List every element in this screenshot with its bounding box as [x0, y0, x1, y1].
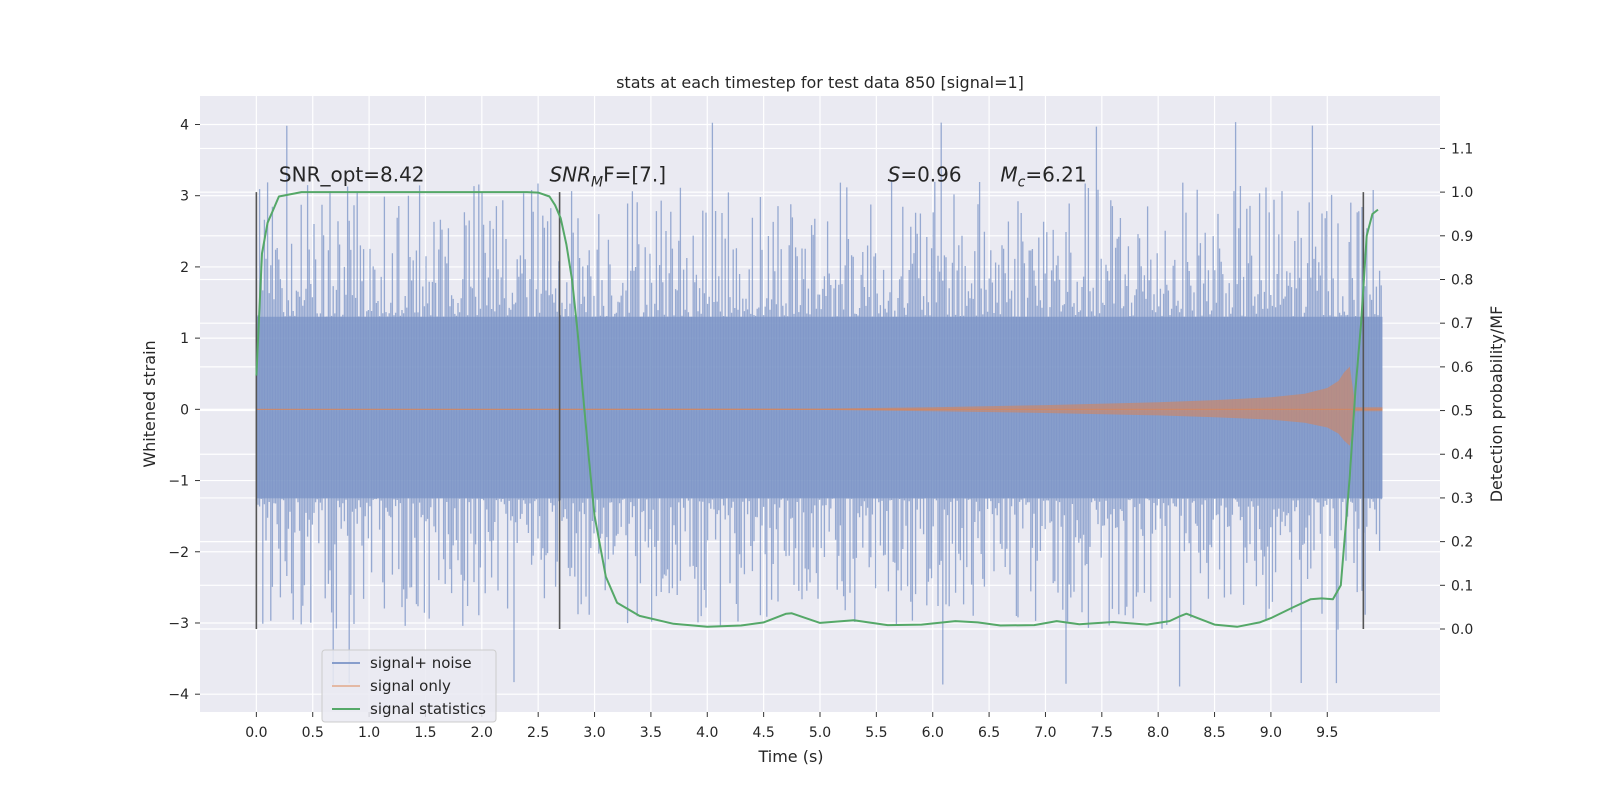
x-tick-label: 6.5	[978, 725, 1000, 741]
y-tick-label: 4	[180, 117, 189, 133]
annotation-3: Mc=6.21	[1000, 162, 1086, 190]
annotations: SNR_opt=8.42 SNRMF=[7.] S=0.96 Mc=6.21	[279, 162, 1087, 190]
y-tick-label: 1	[180, 331, 189, 347]
y-axis-label: Whitened strain	[140, 340, 159, 467]
x-tick-label: 7.0	[1034, 725, 1056, 741]
vertical-markers	[255, 192, 1365, 629]
y2-tick-label: 1.1	[1451, 141, 1473, 157]
annotation-2: S=0.96	[888, 162, 962, 186]
x-tick-label: 1.5	[414, 725, 436, 741]
x-tick-label: 3.5	[640, 725, 662, 741]
legend-label-stats: signal statistics	[370, 700, 486, 718]
y2-tick-label: 0.1	[1451, 578, 1473, 594]
y2-tick-label: 0.2	[1451, 535, 1473, 551]
y-axis-right: 1.1 1.0 0.9 0.8 0.7 0.6 0.5 0.4 0.3 0.2 0.1 0.0	[1440, 141, 1473, 638]
annotation-0: SNR_opt=8.42	[279, 162, 425, 186]
x-axis: 0.0 0.5 1.0 1.5 2.0 2.5 3.0 3.5 4.0 4.5 5.0 5.5 6.0 6…	[245, 712, 1338, 741]
y-tick-label: 0	[180, 402, 189, 418]
x-tick-label: 8.0	[1147, 725, 1169, 741]
x-axis-label: Time (s)	[757, 747, 823, 766]
y2-tick-label: 0.9	[1451, 229, 1473, 245]
x-tick-label: 1.0	[358, 725, 380, 741]
x-tick-label: 0.5	[302, 725, 324, 741]
x-tick-label: 2.5	[527, 725, 549, 741]
x-tick-label: 9.0	[1260, 725, 1282, 741]
y2-tick-label: 0.4	[1451, 447, 1473, 463]
x-tick-label: 9.5	[1316, 725, 1338, 741]
stats-series	[255, 191, 1379, 628]
chart-title: stats at each timestep for test data 850…	[616, 73, 1024, 92]
signal-series	[256, 366, 1383, 446]
x-tick-label: 7.5	[1091, 725, 1113, 741]
x-tick-label: 2.0	[471, 725, 493, 741]
signal-envelope	[256, 366, 1383, 446]
y2-tick-label: 0.0	[1451, 622, 1473, 638]
y2-tick-label: 0.8	[1451, 272, 1473, 288]
y2-tick-label: 0.5	[1451, 404, 1473, 420]
stats-line	[255, 191, 1379, 628]
y2-tick-label: 0.6	[1451, 360, 1473, 376]
x-tick-label: 0.0	[245, 725, 267, 741]
y-tick-label: −3	[168, 616, 189, 632]
y-axis-left: 4 3 2 1 0 −1 −2 −3 −4	[168, 117, 200, 703]
legend-box	[321, 649, 497, 723]
y2-tick-label: 0.7	[1451, 316, 1473, 332]
y2-tick-label: 0.3	[1451, 491, 1473, 507]
x-tick-label: 6.0	[922, 725, 944, 741]
x-tick-label: 8.5	[1203, 725, 1225, 741]
legend-label-signal: signal only	[370, 677, 451, 695]
annotation-1: SNRMF=[7.]	[549, 162, 666, 190]
x-tick-label: 5.0	[809, 725, 831, 741]
y-tick-label: −4	[168, 687, 189, 703]
x-tick-label: 4.0	[696, 725, 718, 741]
x-tick-label: 3.0	[583, 725, 605, 741]
y-tick-label: 3	[180, 189, 189, 205]
y-tick-label: 2	[180, 260, 189, 276]
y-tick-label: −1	[168, 474, 189, 490]
legend: signal+ noise signal only signal statist…	[321, 649, 497, 723]
x-tick-label: 5.5	[865, 725, 887, 741]
x-tick-label: 4.5	[753, 725, 775, 741]
y2-axis-label: Detection probability/MF	[1487, 306, 1506, 503]
legend-label-noise: signal+ noise	[370, 654, 472, 672]
y-tick-label: −2	[168, 545, 189, 561]
y2-tick-label: 1.0	[1451, 185, 1473, 201]
